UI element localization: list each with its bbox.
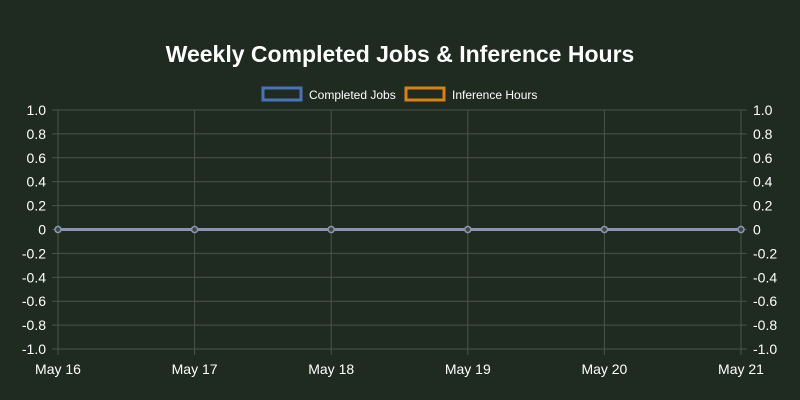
x-tick-label: May 20 <box>581 361 627 377</box>
y-right-tick-label: 0.6 <box>753 150 773 166</box>
y-axis-right: 1.0 0.8 0.6 0.4 0.2 0 -0.2 -0.4 -0.6 -0.8 -1.0 <box>753 102 777 357</box>
y-left-tick-label: 0.8 <box>27 126 47 142</box>
y-right-tick-label: -0.6 <box>753 293 777 309</box>
legend-label[interactable]: Inference Hours <box>452 88 537 102</box>
grid <box>52 109 747 355</box>
y-left-tick-label: -0.2 <box>22 245 46 261</box>
y-left-tick-label: -0.4 <box>22 269 46 285</box>
data-point[interactable] <box>54 225 62 234</box>
legend-label[interactable]: Completed Jobs <box>309 88 396 102</box>
y-right-tick-label: 0.4 <box>753 174 773 190</box>
data-point[interactable] <box>327 225 335 234</box>
series-layer <box>54 225 745 234</box>
y-left-tick-label: -1.0 <box>22 341 46 357</box>
legend-swatch[interactable] <box>261 86 303 102</box>
y-left-tick-label: -0.8 <box>22 317 46 333</box>
y-right-tick-label: -0.4 <box>753 269 777 285</box>
x-tick-label: May 21 <box>718 361 764 377</box>
y-right-tick-label: 0 <box>753 222 761 238</box>
legend: Completed Jobs Inference Hours <box>261 86 537 102</box>
y-right-tick-label: -0.2 <box>753 245 777 261</box>
data-point[interactable] <box>600 225 609 234</box>
y-left-tick-label: 0.6 <box>27 150 47 166</box>
x-tick-label: May 17 <box>172 361 218 377</box>
y-right-tick-label: -0.8 <box>753 317 777 333</box>
y-left-tick-label: 0.4 <box>27 174 47 190</box>
y-right-tick-label: 0.2 <box>753 198 773 214</box>
y-left-tick-label: 1.0 <box>27 102 47 118</box>
y-right-tick-label: -1.0 <box>753 341 777 357</box>
x-tick-label: May 18 <box>308 361 354 377</box>
chart-title: Weekly Completed Jobs & Inference Hours <box>166 41 635 67</box>
y-left-tick-label: 0 <box>38 222 46 238</box>
y-left-tick-label: 0.2 <box>27 198 47 214</box>
legend-swatch[interactable] <box>404 86 446 102</box>
y-right-tick-label: 1.0 <box>753 102 773 118</box>
data-point[interactable] <box>190 225 199 234</box>
x-tick-label: May 16 <box>35 361 81 377</box>
y-left-tick-label: -0.6 <box>22 293 46 309</box>
x-tick-label: May 19 <box>445 361 491 377</box>
x-axis: May 16 May 17 May 18 May 19 May 20 May 21 <box>35 361 764 377</box>
data-point[interactable] <box>737 225 745 234</box>
y-axis-left: 1.0 0.8 0.6 0.4 0.2 0 -0.2 -0.4 -0.6 -0.8 -1.0 <box>22 102 46 357</box>
data-point[interactable] <box>464 225 472 234</box>
y-right-tick-label: 0.8 <box>753 126 773 142</box>
